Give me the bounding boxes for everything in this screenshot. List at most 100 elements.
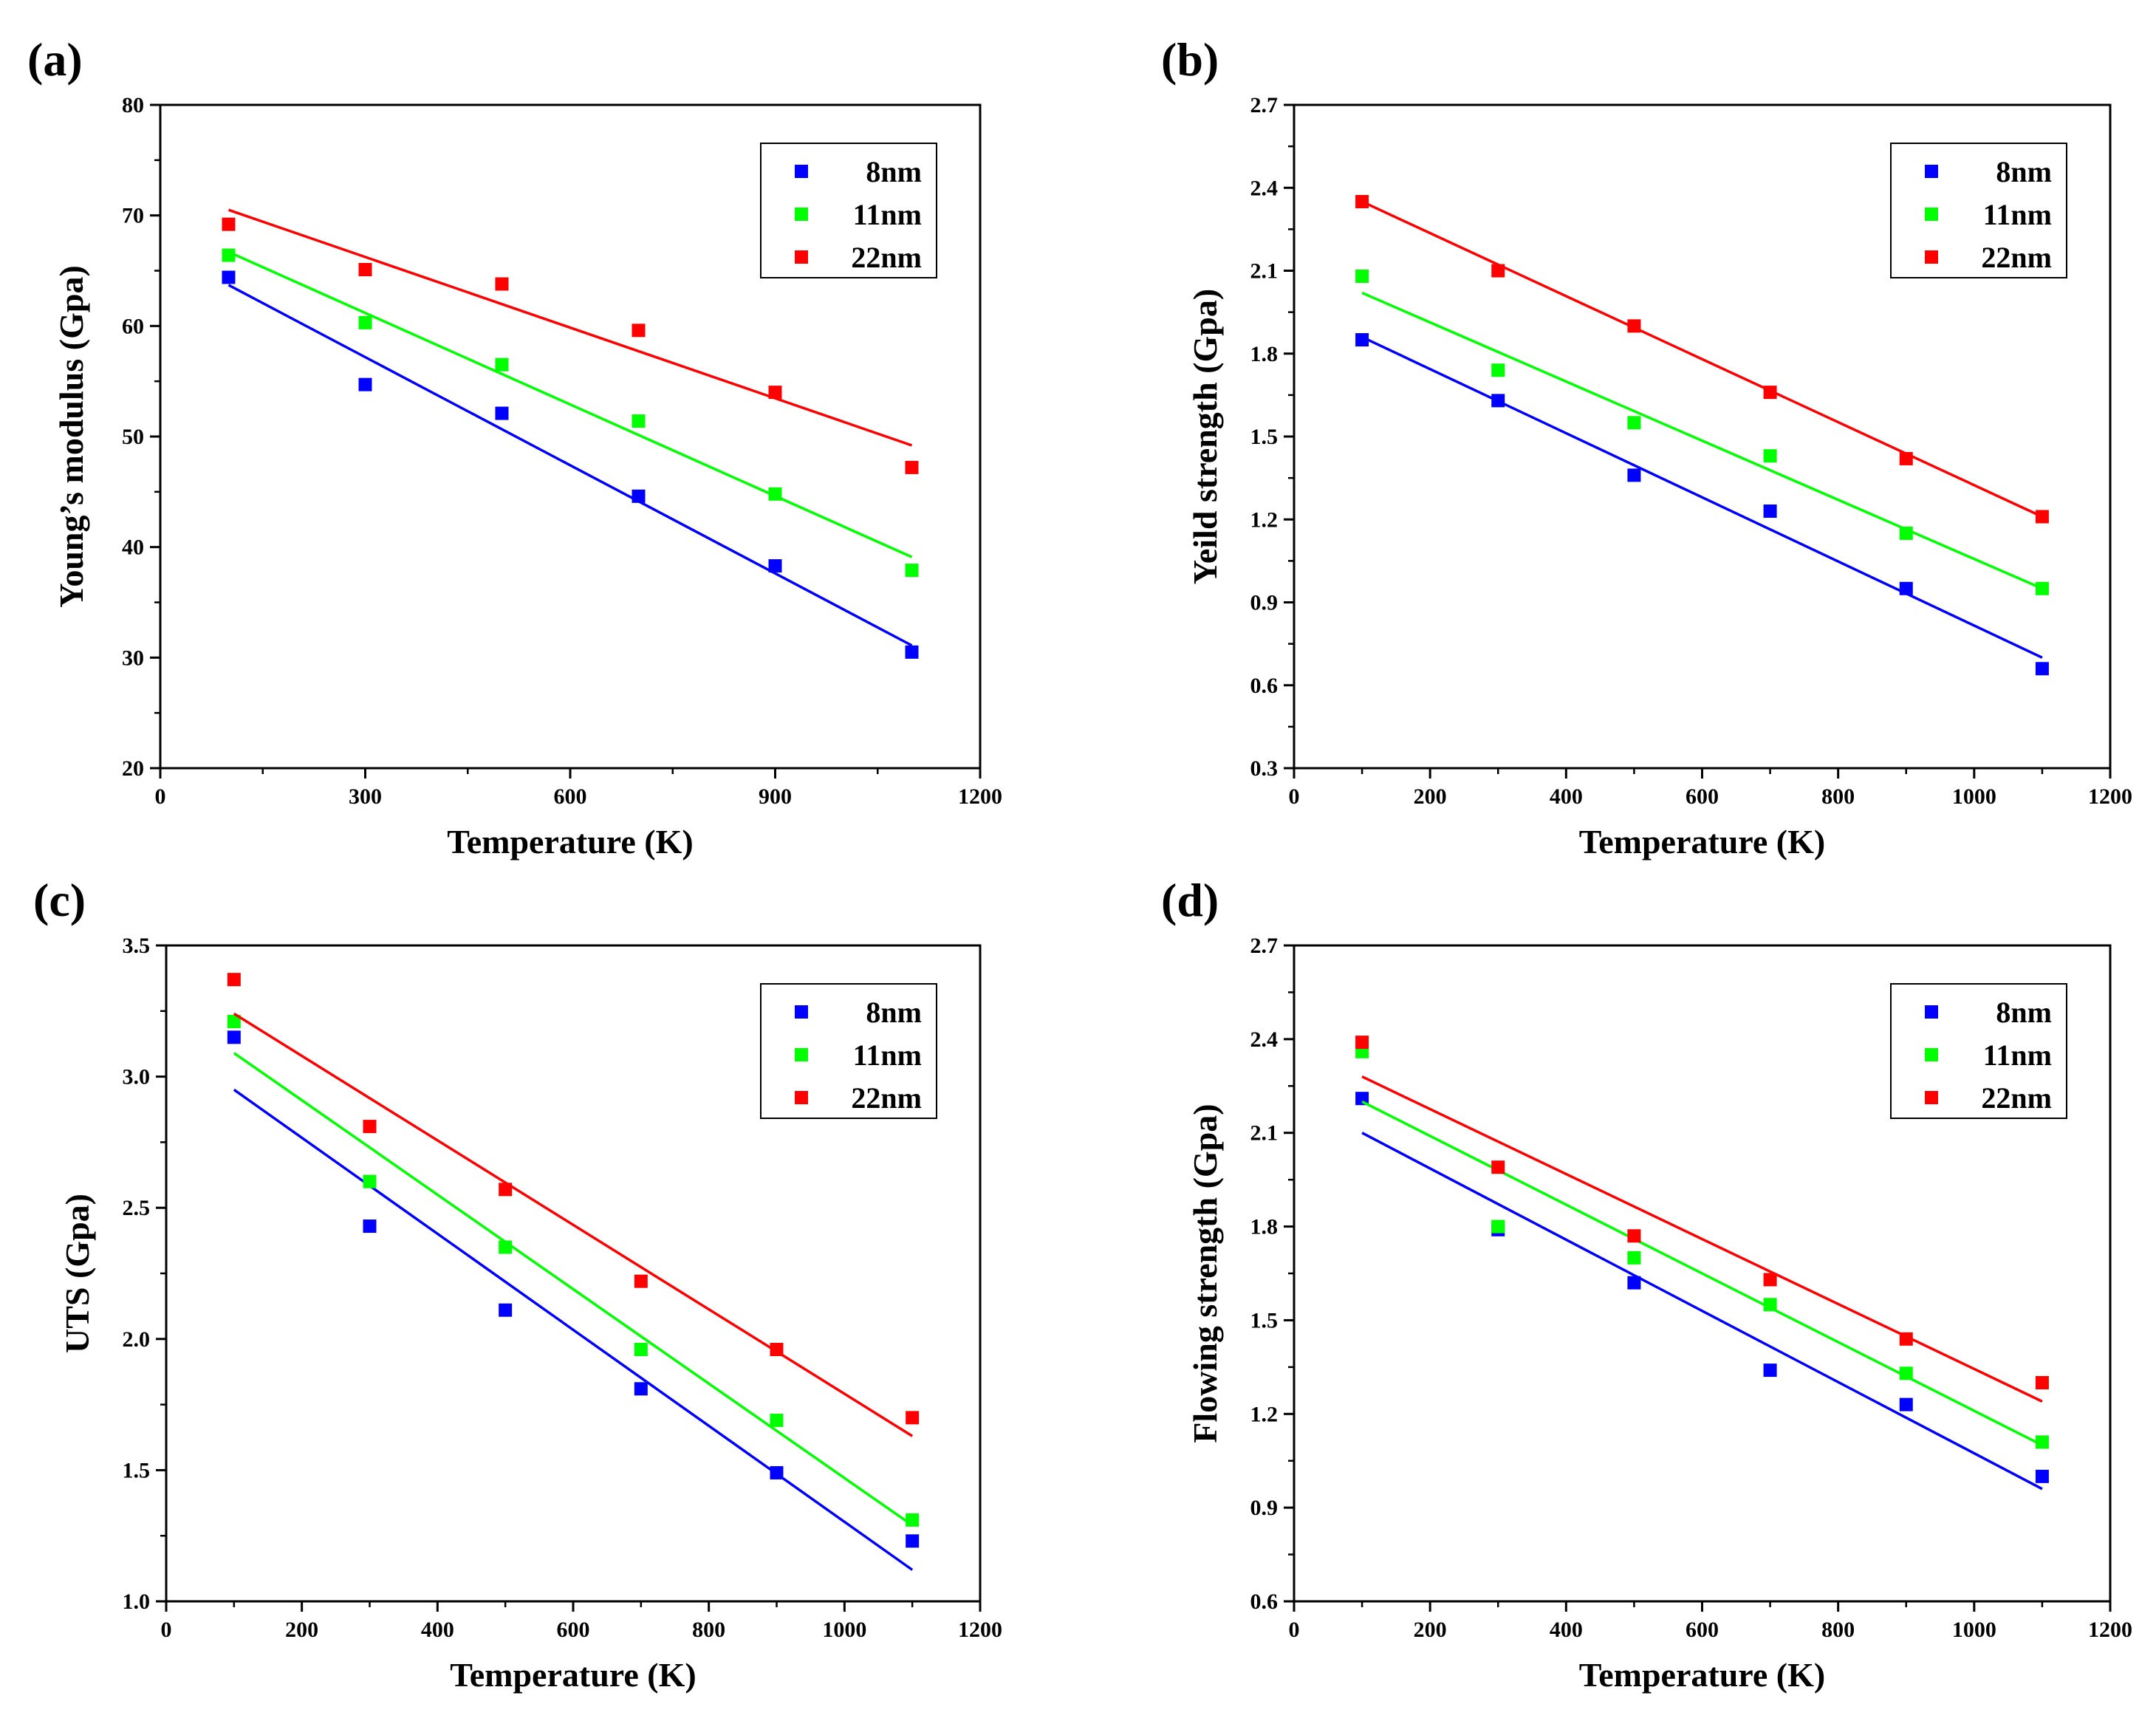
x-tick-label: 1000 [822,1618,866,1642]
data-point-22nm [634,1274,648,1288]
legend-c: 8nm 11nm 22nm [760,983,937,1119]
legend-marker-22nm [1925,1091,1938,1104]
y-tick-label: 1.8 [1250,342,1279,366]
data-point-8nm [1627,1276,1641,1290]
x-tick-label: 200 [285,1618,318,1642]
y-tick-label: 0.9 [1250,1496,1279,1520]
data-point-11nm [227,1015,241,1029]
chart-panel-a: (a) 0 300 600 900 1200 20 30 40 50 60 70 80 Temperatu… [27,33,1002,860]
x-axis-title-d: Temperature (K) [1579,1656,1825,1694]
series-8nm-b [1355,333,2049,676]
x-tick-label: 600 [557,1618,590,1642]
data-point-8nm [1899,581,1913,595]
y-tick-label: 3.5 [123,934,151,958]
y-tick-label: 1.2 [1250,507,1279,532]
y-tick-label: 40 [122,536,144,560]
data-point-11nm [1491,363,1505,377]
legend-label-8nm: 8nm [1996,155,2052,188]
y-tick-label: 2.5 [123,1196,151,1220]
y-tick-label: 80 [122,93,144,117]
y-tick-label: 1.5 [123,1458,151,1482]
data-point-8nm [499,1303,513,1317]
data-point-8nm [1763,504,1777,519]
y-tick-label: 2.1 [1250,259,1279,284]
series-8nm-a [222,270,919,659]
legend-marker-11nm [1925,1048,1938,1061]
y-tick-label: 30 [122,646,144,670]
data-point-8nm [227,1030,241,1044]
data-point-11nm [770,1413,784,1427]
panel-label-d: (d) [1161,874,1219,926]
y-tick-label: 1.2 [1250,1402,1279,1426]
data-point-11nm [634,1343,648,1357]
chart-panel-d: (d) 0 200 400 600 800 1000 1200 0.6 0.9 1.2 1.5 1.8 2… [1161,874,2132,1694]
legend-label-8nm: 8nm [1996,996,2052,1029]
data-point-22nm [2035,510,2049,524]
series-11nm-a [222,248,919,578]
fit-line-22nm [233,1012,914,1437]
data-point-22nm [770,1343,784,1357]
data-point-11nm [905,564,919,578]
series-22nm-c [227,973,920,1437]
x-tick-label: 400 [1550,784,1583,809]
legend-marker-11nm [795,1048,808,1061]
legend-marker-11nm [1925,208,1938,221]
y-tick-label: 2.1 [1250,1121,1279,1146]
y-tick-label: 2.7 [1250,93,1279,117]
x-tick-label: 0 [1289,1618,1300,1642]
panel-label-a: (a) [27,33,83,86]
series-11nm-d [1355,1044,2049,1449]
y-tick-label: 1.0 [123,1590,151,1614]
fit-line-11nm [227,250,913,558]
fit-line-11nm [1361,1100,2043,1447]
data-point-22nm [1355,194,1369,208]
data-point-22nm [499,1183,513,1197]
x-tick-label: 900 [759,784,792,809]
data-point-8nm [2035,662,2049,676]
legend-label-8nm: 8nm [866,996,922,1029]
x-axis-title-b: Temperature (K) [1579,823,1825,860]
x-tick-label: 200 [1414,784,1447,809]
y-tick-label: 0.6 [1250,674,1279,698]
data-point-11nm [1355,269,1369,283]
data-point-22nm [222,217,236,231]
y-tick-label: 2.4 [1250,1027,1279,1052]
fit-line-22nm [1361,1075,2043,1403]
data-point-11nm [1627,416,1641,430]
data-point-22nm [1899,1332,1913,1346]
data-point-11nm [1491,1219,1505,1234]
data-point-8nm [363,1219,377,1234]
y-axis-title-c: UTS (Gpa) [58,1194,96,1353]
x-tick-label: 600 [1686,1618,1719,1642]
data-point-22nm [905,460,919,474]
data-point-11nm [1627,1250,1641,1265]
data-point-8nm [1899,1397,1913,1412]
data-point-11nm [222,248,236,262]
y-tick-label: 1.8 [1250,1215,1279,1239]
data-point-8nm [495,406,509,420]
data-point-22nm [1627,1229,1641,1243]
data-point-22nm [1899,451,1913,465]
x-tick-label: 1000 [1952,784,1996,809]
x-axis-title-a: Temperature (K) [447,823,693,860]
y-axis-title-a: Young’s modulus (Gpa) [52,265,90,608]
fit-line-11nm [233,1052,914,1527]
data-point-22nm [1627,319,1641,333]
data-point-11nm [906,1513,920,1527]
legend-label-11nm: 11nm [1983,1039,2052,1072]
legend-marker-11nm [795,208,808,221]
legend-b: 8nm 11nm 22nm [1890,143,2067,278]
data-point-11nm [1763,449,1777,463]
data-point-22nm [768,386,782,400]
x-tick-label: 1200 [958,784,1002,809]
y-tick-label: 2.0 [123,1327,151,1352]
x-tick-label: 600 [1686,784,1719,809]
data-point-22nm [363,1120,377,1134]
legend-marker-8nm [795,165,808,178]
legend-label-22nm: 22nm [851,241,922,274]
y-tick-label: 50 [122,425,144,449]
fit-line-8nm [227,284,913,647]
legend-marker-22nm [1925,250,1938,264]
series-22nm-b [1355,194,2049,524]
